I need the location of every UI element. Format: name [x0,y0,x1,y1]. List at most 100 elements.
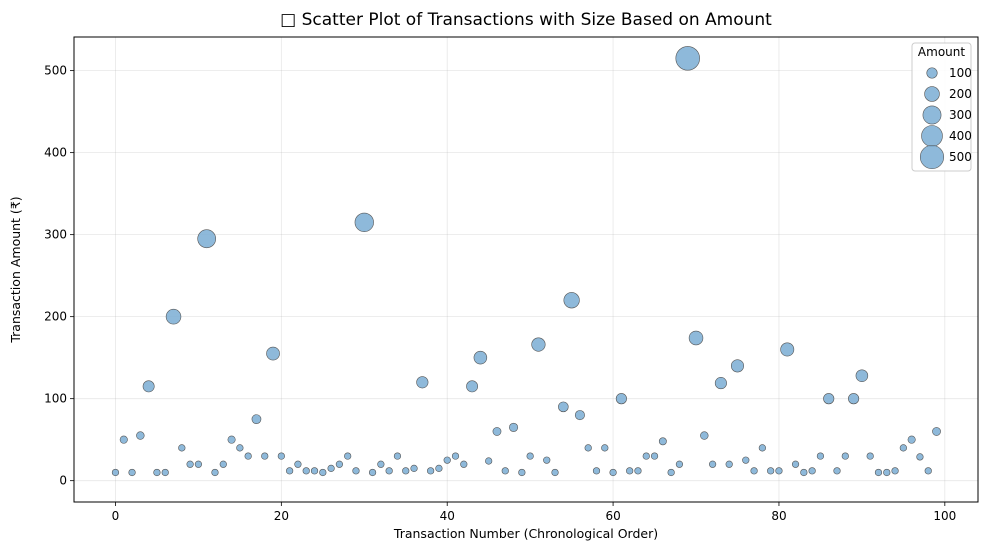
scatter-point [899,444,907,452]
scatter-point [866,452,874,460]
scatter-point [416,376,429,389]
scatter-point [473,350,488,365]
scatter-point [302,467,310,475]
scatter-point [402,467,410,475]
scatter-point [277,452,285,460]
scatter-point [615,393,627,405]
scatter-point [800,468,808,477]
legend-marker [926,67,938,79]
x-tick-label: 0 [112,509,120,523]
scatter-point [531,337,546,352]
scatter-point [286,467,294,475]
scatter-point [584,444,592,452]
x-tick-label: 40 [440,509,455,523]
scatter-point [526,452,534,460]
scatter-point [750,467,758,475]
scatter-point [385,467,393,475]
scatter-point [219,460,227,468]
scatter-point [492,427,502,436]
scatter-point [609,468,617,477]
legend-label: 400 [949,129,972,143]
scatter-point [667,468,675,477]
scatter-point [344,452,352,460]
scatter-point [111,468,120,477]
scatter-point [327,464,335,472]
scatter-point [558,401,569,413]
scatter-point [161,468,169,477]
scatter-point [142,380,155,393]
scatter-point [354,212,374,232]
y-axis-label: Transaction Amount (₹) [8,196,23,343]
scatter-point [730,359,744,373]
y-tick-label: 500 [44,64,67,78]
scatter-point [194,460,203,468]
scatter-point [551,468,559,477]
plot-frame [73,36,979,503]
scatter-point [319,468,327,477]
scatter-point [891,467,899,475]
scatter-point [244,452,252,460]
scatter-point [261,452,269,460]
scatter-point [634,467,642,475]
scatter-point [377,460,385,468]
legend-items: 100 200 300 400 500 [919,66,972,170]
legend: Amount 100 200 300 400 500 [911,42,972,172]
scatter-point [658,437,667,446]
legend-label: 500 [949,150,972,164]
scatter-point [509,422,519,432]
scatter-point [709,460,717,468]
scatter-point [197,229,217,249]
scatter-point [725,460,733,468]
scatter-point [410,464,418,472]
scatter-point [251,414,262,425]
scatter-point [211,468,219,477]
chart-title: □ Scatter Plot of Transactions with Size… [280,10,772,30]
scatter-point [742,456,750,464]
scatter-point [165,308,182,325]
legend-label: 300 [949,108,972,122]
scatter-point [518,468,526,477]
scatter-point [128,468,136,477]
y-tick-label: 0 [59,474,67,488]
scatter-point [368,468,377,477]
scatter-point [485,457,493,465]
scatter-point [466,380,479,393]
scatter-point [310,467,319,475]
scatter-point [435,464,443,472]
scatter-point [780,342,795,357]
scatter-point [443,456,451,464]
x-tick-label: 60 [605,509,620,523]
scatter-point [178,444,186,452]
scatter-point [775,467,783,475]
scatter-point [650,452,659,460]
scatter-point [675,46,700,71]
scatter-points [111,46,941,477]
x-tick-label: 20 [274,509,289,523]
y-tick-label: 200 [44,310,67,324]
scatter-point [883,468,891,477]
scatter-point [714,377,727,390]
scatter-point [563,292,580,309]
scatter-point [227,435,236,444]
scatter-point [642,452,650,460]
scatter-point [266,346,280,361]
scatter-point [601,444,609,452]
legend-marker [919,144,945,170]
scatter-point [501,467,509,475]
scatter-point [153,468,161,477]
scatter-point [700,431,709,440]
scatter-point [451,452,460,460]
scatter-point [767,467,775,475]
scatter-point [335,460,343,468]
scatter-point [294,460,302,468]
scatter-point [119,435,128,444]
scatter-point [574,410,585,421]
x-tick-label: 100 [933,509,956,523]
scatter-point [874,468,883,477]
legend-title: Amount [918,45,965,59]
scatter-point [816,452,825,460]
scatter-point [833,467,841,475]
scatter-point [907,435,916,444]
scatter-point [916,453,924,461]
